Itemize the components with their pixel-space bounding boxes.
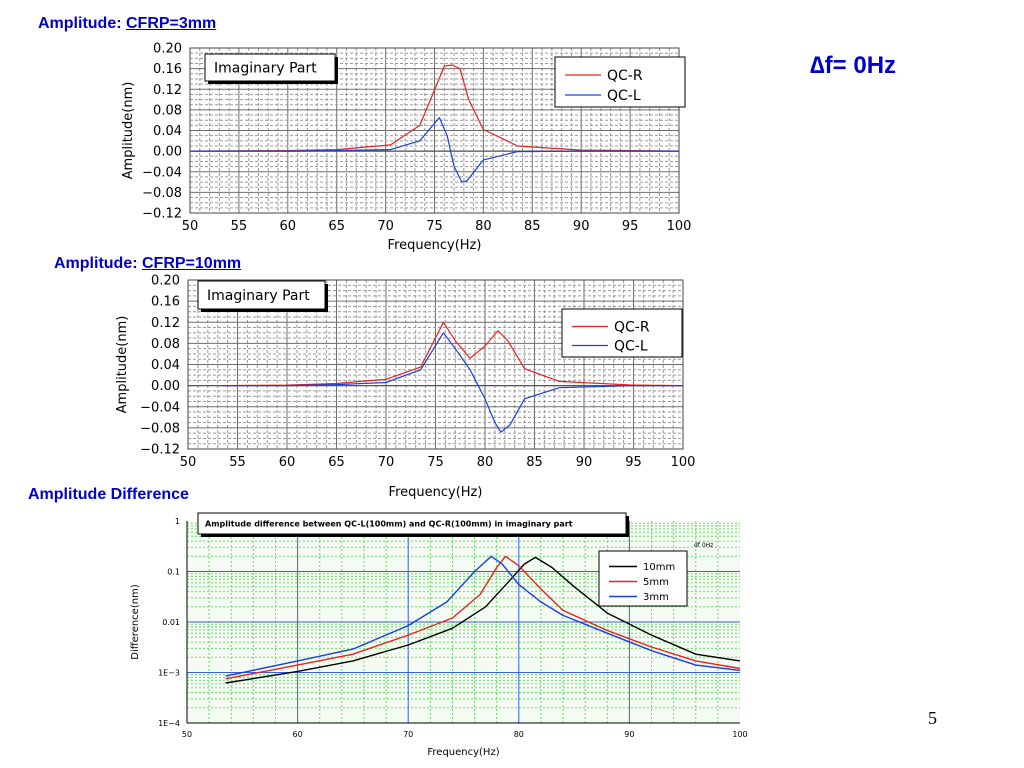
x-tick-label: 70 bbox=[403, 730, 413, 739]
y-tick-label: −0.04 bbox=[140, 400, 180, 415]
legend-label: 3mm bbox=[643, 592, 669, 603]
x-tick-label: 65 bbox=[328, 219, 345, 234]
x-tick-label: 90 bbox=[624, 730, 634, 739]
y-tick-label: 0.08 bbox=[151, 337, 180, 352]
series-line-5mm bbox=[225, 555, 741, 680]
x-tick-label: 100 bbox=[671, 455, 696, 470]
y-tick-label: 1E−4 bbox=[158, 719, 180, 728]
section-title-cfrp-3mm: Amplitude: CFRP=3mm bbox=[38, 15, 216, 33]
y-tick-label: 0.16 bbox=[153, 62, 182, 77]
chart-0-group: 50 55 60 65 70 75 80 85 90 95 100 −0.12 −0.08 −0.04 0.… bbox=[121, 42, 691, 253]
section-emphasis: CFRP=10mm bbox=[142, 255, 242, 272]
legend-label: 5mm bbox=[643, 577, 669, 588]
x-tick-label: 70 bbox=[378, 455, 395, 470]
y-tick-label: 0.01 bbox=[162, 618, 180, 627]
x-tick-label: 50 bbox=[180, 455, 197, 470]
series-line-qc-l bbox=[222, 332, 683, 433]
chart-title: Imaginary Part bbox=[214, 61, 317, 77]
chart-1-group: 50 55 60 65 70 75 80 85 90 95 100 −0.12 −0.08 −0.04 0.… bbox=[115, 274, 695, 500]
x-tick-label: 90 bbox=[573, 219, 590, 234]
chart-title: Amplitude difference between QC-L(100mm)… bbox=[205, 519, 573, 528]
legend-label: QC-R bbox=[607, 68, 643, 84]
series-line-qc-l bbox=[190, 116, 679, 183]
x-tick-label: 55 bbox=[231, 219, 248, 234]
legend-label: QC-L bbox=[607, 88, 641, 104]
y-tick-label: −0.04 bbox=[142, 165, 182, 180]
title-box bbox=[197, 512, 627, 535]
series-line-qc-r bbox=[222, 321, 684, 387]
y-tick-label: 0.04 bbox=[151, 358, 180, 373]
x-tick-label: 65 bbox=[328, 455, 345, 470]
section-title-amplitude-difference: Amplitude Difference bbox=[28, 486, 189, 504]
y-tick-label: 1 bbox=[175, 517, 180, 526]
x-tick-label: 80 bbox=[475, 219, 492, 234]
x-tick-label: 80 bbox=[514, 730, 524, 739]
y-tick-label: −0.08 bbox=[142, 186, 182, 201]
x-axis-label: Frequency(Hz) bbox=[388, 238, 482, 253]
x-tick-label: 80 bbox=[477, 455, 494, 470]
chart-title: Imaginary Part bbox=[207, 288, 310, 304]
section-label: Amplitude: bbox=[54, 255, 142, 272]
x-tick-label: 85 bbox=[526, 455, 543, 470]
y-tick-label: −0.08 bbox=[140, 421, 180, 436]
y-tick-label: 0.20 bbox=[151, 274, 180, 289]
y-tick-label: 0.1 bbox=[167, 567, 180, 576]
legend-label: QC-L bbox=[614, 339, 648, 355]
x-tick-label: 85 bbox=[524, 219, 541, 234]
x-tick-label: 60 bbox=[293, 730, 303, 739]
x-tick-label: 50 bbox=[182, 730, 192, 739]
x-tick-label: 95 bbox=[622, 219, 639, 234]
section-label: Amplitude: bbox=[38, 15, 126, 32]
x-tick-label: 55 bbox=[229, 455, 246, 470]
section-label: Amplitude Difference bbox=[28, 486, 189, 503]
x-tick-label: 75 bbox=[427, 455, 444, 470]
y-tick-label: 0.12 bbox=[153, 83, 182, 98]
y-tick-label: 0.12 bbox=[151, 316, 180, 331]
x-tick-label: 75 bbox=[426, 219, 443, 234]
title-box bbox=[197, 280, 326, 310]
slide-number: 5 bbox=[928, 708, 937, 728]
x-tick-label: 90 bbox=[576, 455, 593, 470]
y-tick-label: 0.08 bbox=[153, 103, 182, 118]
legend-label: QC-R bbox=[614, 320, 650, 336]
y-axis-label: Amplitude(nm) bbox=[121, 82, 136, 180]
chart-annotation: df 0Hz bbox=[694, 542, 713, 549]
x-tick-label: 95 bbox=[625, 455, 642, 470]
x-tick-label: 100 bbox=[667, 219, 692, 234]
x-tick-label: 60 bbox=[280, 219, 297, 234]
section-emphasis: CFRP=3mm bbox=[126, 15, 217, 32]
y-tick-label: 0.04 bbox=[153, 124, 182, 139]
x-axis-label: Frequency(Hz) bbox=[389, 485, 483, 500]
legend-box bbox=[561, 308, 683, 358]
legend-box bbox=[554, 56, 686, 108]
y-tick-label: 0.16 bbox=[151, 295, 180, 310]
y-tick-label: −0.12 bbox=[142, 207, 182, 222]
y-axis-label: Difference(nm) bbox=[130, 584, 141, 660]
y-axis-label: Amplitude(nm) bbox=[115, 316, 130, 414]
y-tick-label: 0.20 bbox=[153, 42, 182, 57]
y-tick-label: −0.12 bbox=[140, 443, 180, 458]
series-line-10mm bbox=[225, 556, 741, 684]
title-box bbox=[204, 53, 336, 82]
x-tick-label: 70 bbox=[377, 219, 394, 234]
series-line-qc-r bbox=[189, 64, 680, 152]
y-tick-label: 1E−3 bbox=[158, 668, 180, 677]
series-line-3mm bbox=[225, 555, 741, 677]
plot-frame bbox=[187, 279, 684, 450]
x-tick-label: 50 bbox=[182, 219, 199, 234]
x-axis-label: Frequency(Hz) bbox=[427, 747, 499, 758]
x-tick-label: 60 bbox=[279, 455, 296, 470]
slide-heading: ∆f= 0Hz bbox=[810, 52, 897, 79]
x-tick-label: 100 bbox=[732, 730, 747, 739]
chart-2-group: 50 60 70 80 90 100 1E−4 1E−3 0.01 0.1 1 Frequency(H… bbox=[130, 512, 748, 758]
y-tick-label: 0.00 bbox=[151, 379, 180, 394]
section-title-cfrp-10mm: Amplitude: CFRP=10mm bbox=[54, 255, 241, 273]
plot-frame bbox=[189, 47, 680, 214]
y-tick-label: 0.00 bbox=[153, 145, 182, 160]
legend-label: 10mm bbox=[643, 562, 675, 573]
